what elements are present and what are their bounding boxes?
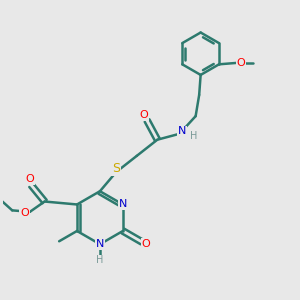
Text: O: O	[140, 110, 148, 120]
Text: H: H	[190, 131, 198, 141]
Text: O: O	[236, 58, 245, 68]
Text: O: O	[142, 239, 150, 249]
Text: H: H	[96, 255, 103, 266]
Text: N: N	[178, 126, 186, 136]
Text: O: O	[20, 208, 29, 218]
Text: N: N	[119, 200, 127, 209]
Text: O: O	[26, 174, 34, 184]
Text: S: S	[112, 162, 120, 175]
Text: N: N	[96, 239, 104, 249]
